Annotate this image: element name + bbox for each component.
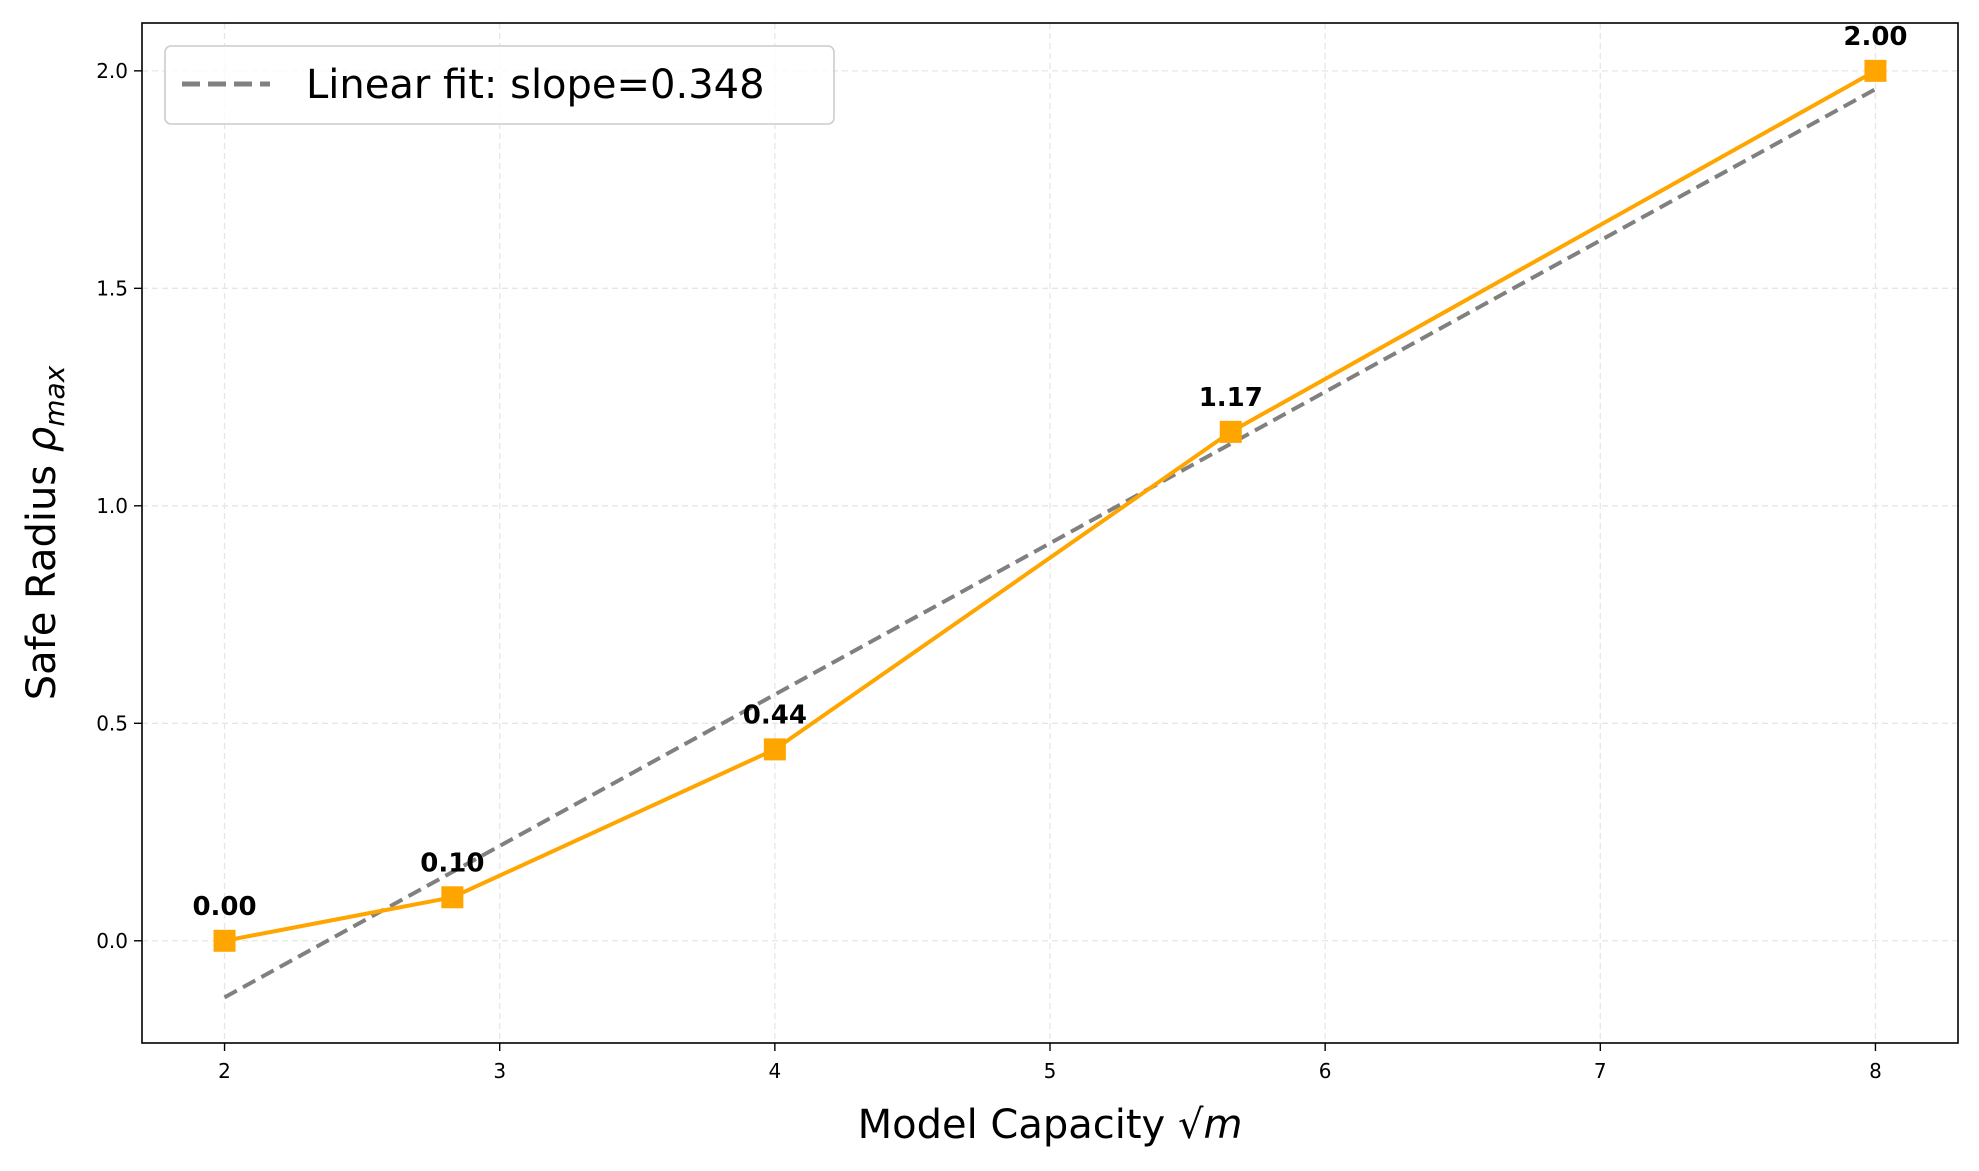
data-point-label: 1.17 (1199, 383, 1263, 413)
y-tick-label: 0.0 (96, 929, 128, 953)
legend-entry-label: Linear fit: slope=0.348 (306, 62, 765, 108)
x-axis-label: Model Capacity √m (858, 1102, 1243, 1148)
legend-box (164, 45, 835, 125)
y-tick-label: 0.5 (96, 711, 128, 735)
y-axis-label: Safe Radius ρmax (19, 365, 71, 700)
series-layer: 0.00 0.10 0.44 1.17 2.00 (192, 22, 1908, 1000)
y-tick-label: 1.0 (96, 494, 128, 518)
y-axis-label-text: Safe Radius (19, 452, 65, 700)
data-point-marker (441, 886, 464, 909)
x-tick-label: 4 (768, 1059, 781, 1083)
x-tick-label: 2 (218, 1059, 231, 1083)
ticks: 2 3 4 5 6 7 8 0.0 0.5 1.0 1.5 2.0 (96, 59, 1882, 1083)
data-point-marker (213, 929, 236, 952)
data-point-label: 0.44 (743, 700, 807, 730)
x-tick-label: 5 (1044, 1059, 1057, 1083)
x-axis-symbol: m (1203, 1102, 1242, 1148)
plot-frame (141, 22, 1959, 1044)
data-point-label: 2.00 (1843, 22, 1907, 52)
y-axis-subscript: max (38, 365, 71, 426)
data-point-marker (1219, 420, 1242, 443)
x-tick-label: 3 (493, 1059, 506, 1083)
y-axis-symbol: ρ (19, 427, 65, 452)
y-tick-label: 1.5 (96, 276, 128, 300)
data-point-label: 0.10 (420, 848, 484, 878)
data-point-marker (763, 738, 786, 761)
data-point-marker (1864, 59, 1887, 82)
x-tick-label: 8 (1869, 1059, 1882, 1083)
x-axis-label-text: Model Capacity (858, 1102, 1178, 1148)
x-tick-label: 6 (1319, 1059, 1332, 1083)
sqrt-sign: √ (1178, 1102, 1204, 1148)
x-tick-label: 7 (1594, 1059, 1607, 1083)
data-point-label: 0.00 (192, 892, 256, 922)
legend: Linear fit: slope=0.348 (164, 45, 835, 125)
y-tick-label: 2.0 (96, 59, 128, 83)
